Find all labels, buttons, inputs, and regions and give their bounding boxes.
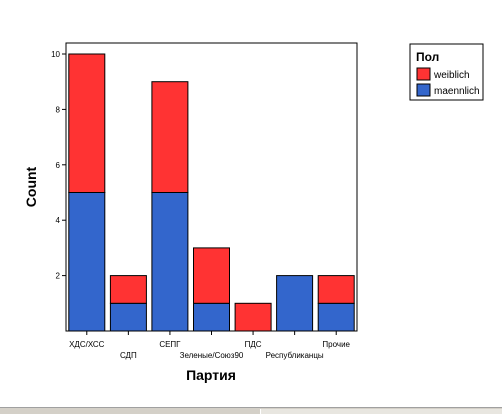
x-tick-label: Республиканцы (266, 351, 324, 360)
y-tick-label: 6 (56, 161, 61, 170)
x-axis-title: Партия (186, 367, 236, 383)
legend-entries: weiblich maennlich (416, 67, 480, 97)
bar-weiblich-0 (68, 53, 106, 193)
legend-label-weiblich: weiblich (433, 70, 470, 81)
y-tick-label: 8 (56, 105, 61, 114)
x-tick-label: ХДС/ХСС (69, 340, 105, 349)
x-tick-label: Прочие (322, 340, 350, 349)
bar-maennlich-5 (276, 275, 314, 332)
x-tick-label: СЕПГ (159, 340, 181, 349)
bar-weiblich-2 (151, 81, 189, 193)
bar-maennlich-0 (68, 192, 106, 332)
bar-weiblich-4 (234, 302, 272, 332)
bar-weiblich-3 (193, 247, 230, 304)
x-tick-label: Зеленые/Союз90 (180, 351, 244, 360)
legend-title: Пол (416, 50, 439, 64)
y-axis-title: Count (23, 166, 39, 207)
bar-maennlich-1 (109, 302, 147, 332)
y-tick-label: 4 (56, 216, 61, 225)
x-tick-label: ПДС (245, 340, 262, 349)
x-tick-label: СДП (120, 351, 137, 360)
legend-swatch-weiblich (416, 67, 431, 81)
legend-swatch-maennlich (416, 83, 431, 97)
scrollbar-thumb[interactable] (260, 409, 502, 414)
legend: Пол weiblich maennlich (409, 43, 484, 101)
horizontal-scrollbar[interactable] (0, 407, 502, 414)
bar-maennlich-2 (151, 192, 189, 332)
bar-weiblich-1 (109, 275, 147, 304)
bar-maennlich-3 (193, 302, 230, 332)
y-tick-label: 10 (51, 50, 60, 59)
bar-maennlich-6 (317, 302, 355, 332)
bar-weiblich-6 (317, 275, 355, 304)
y-axis: 2 4 6 8 10 (51, 50, 66, 281)
y-tick-label: 2 (56, 272, 61, 281)
legend-label-maennlich: maennlich (434, 86, 480, 97)
bars-group (68, 53, 355, 332)
